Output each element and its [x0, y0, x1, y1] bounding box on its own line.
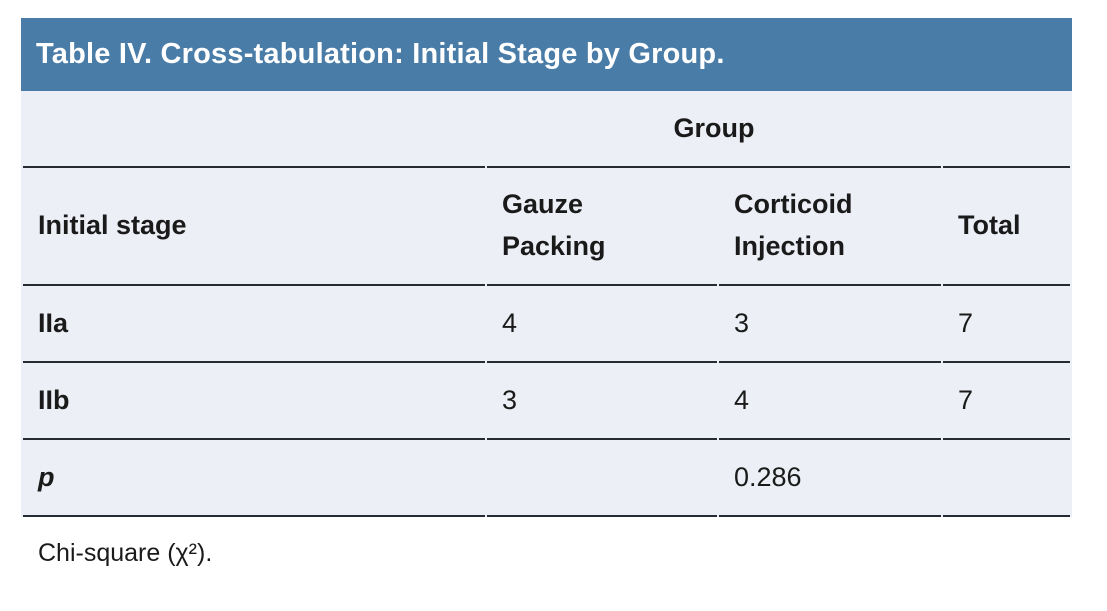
paper-table-card: Table IV. Cross-tabulation: Initial Stag…	[21, 18, 1072, 568]
cell-iib-total: 7	[943, 363, 1070, 440]
group-row-empty-total	[943, 91, 1070, 168]
table-row-p-value: p 0.286	[23, 440, 1070, 517]
cross-tabulation-table: Group Initial stage Gauze Packing Cortic…	[21, 91, 1072, 517]
column-header-total: Total	[943, 168, 1070, 286]
table-footnote: Chi-square (χ²).	[38, 539, 213, 567]
column-header-corticoid-injection: Corticoid Injection	[719, 168, 941, 286]
cell-p-gauze-packing	[487, 440, 717, 517]
column-header-row: Initial stage Gauze Packing Corticoid In…	[23, 168, 1070, 286]
column-header-corticoid-injection-label: Corticoid Injection	[734, 189, 853, 261]
cell-iia-gauze-packing: 4	[487, 286, 717, 363]
table-title-bar: Table IV. Cross-tabulation: Initial Stag…	[21, 18, 1072, 91]
table-title: Table IV. Cross-tabulation: Initial Stag…	[36, 37, 725, 70]
table-row-iib: IIb 3 4 7	[23, 363, 1070, 440]
group-header-row: Group	[23, 91, 1070, 168]
cell-p-total	[943, 440, 1070, 517]
cell-iib-corticoid-injection: 4	[719, 363, 941, 440]
row-label-p: p	[23, 440, 485, 517]
table-row-iia: IIa 4 3 7	[23, 286, 1070, 363]
cell-iia-total: 7	[943, 286, 1070, 363]
cell-iia-corticoid-injection: 3	[719, 286, 941, 363]
cell-p-corticoid-injection: 0.286	[719, 440, 941, 517]
cell-iib-gauze-packing: 3	[487, 363, 717, 440]
row-label-iib: IIb	[23, 363, 485, 440]
row-label-iia: IIa	[23, 286, 485, 363]
column-header-gauze-packing: Gauze Packing	[487, 168, 717, 286]
group-row-empty-stub	[23, 91, 485, 168]
column-header-initial-stage: Initial stage	[23, 168, 485, 286]
column-header-gauze-packing-label: Gauze Packing	[502, 189, 606, 261]
group-spanning-header: Group	[487, 91, 941, 168]
